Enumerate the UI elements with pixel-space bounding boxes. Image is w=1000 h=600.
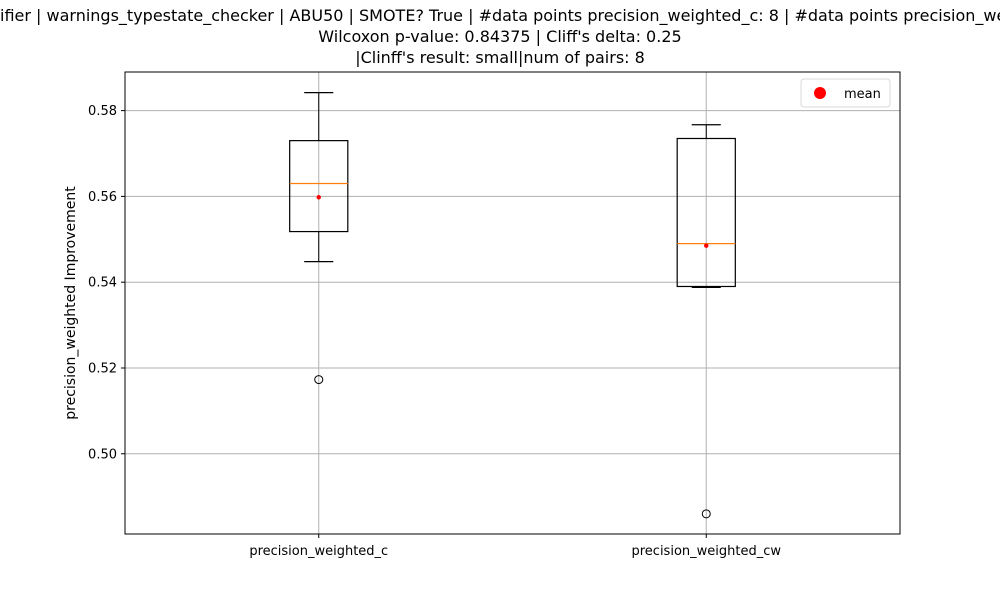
- title-line-2: Wilcoxon p-value: 0.84375 | Cliff's delt…: [318, 27, 682, 46]
- axes-layer: 0.50 0.52 0.54 0.56 0.58 precision_weighted_c…: [88, 71, 901, 559]
- legend-mean-label: mean: [844, 87, 881, 102]
- legend-mean-marker: [814, 87, 826, 99]
- outlier-point: [314, 375, 324, 385]
- legend-box: [800, 78, 891, 108]
- grid-layer: [125, 72, 900, 534]
- x-tick-label: precision_weighted_cw: [631, 544, 781, 559]
- mean-marker: [704, 243, 709, 248]
- y-tick-label: 0.50: [88, 447, 117, 462]
- outlier-point: [701, 509, 711, 519]
- box-layer: [289, 91, 736, 519]
- title-line-1: ifier | warnings_typestate_checker | ABU…: [0, 6, 1000, 25]
- y-axis-label: precision_weighted Improvement: [63, 186, 79, 420]
- chart-title: ifier | warnings_typestate_checker | ABU…: [0, 0, 1000, 70]
- y-tick-label: 0.56: [88, 190, 117, 205]
- plot-frame: [124, 71, 901, 535]
- box-iqr: [289, 140, 349, 233]
- y-tick-label: 0.52: [88, 361, 117, 376]
- y-tick-label: 0.54: [88, 276, 117, 291]
- box-precision_weighted_c: [289, 91, 349, 385]
- x-tick-label: precision_weighted_c: [249, 544, 388, 559]
- box-precision_weighted_cw: [676, 124, 736, 519]
- legend: mean: [800, 78, 891, 108]
- y-tick-label: 0.58: [88, 104, 117, 119]
- title-line-3: |Clinff's result: small|num of pairs: 8: [355, 48, 645, 67]
- mean-marker: [316, 195, 321, 200]
- box-iqr: [676, 137, 736, 288]
